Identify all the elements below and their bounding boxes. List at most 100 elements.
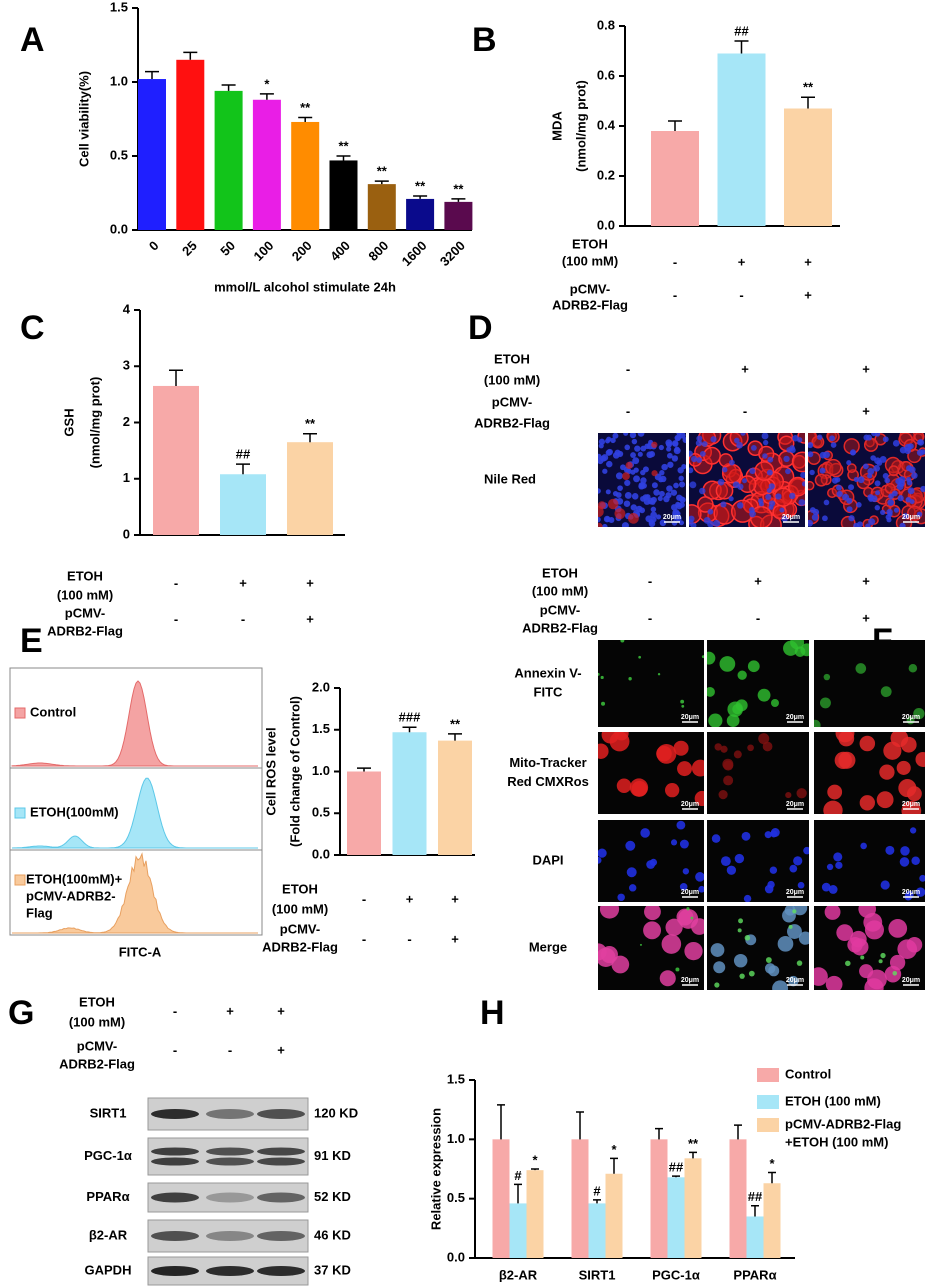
bar [438,740,472,855]
scale-bar-label: 20μm [681,714,699,721]
bar [406,198,435,230]
cell [681,464,686,470]
cell [598,743,609,759]
cell [665,439,673,447]
cell [684,941,703,961]
cell [601,454,609,462]
cell [792,906,808,916]
cell [700,450,706,457]
condition-mark: - [739,287,743,302]
cell [905,496,912,503]
cell [667,452,673,459]
cell [884,477,891,484]
annotation: ** [450,716,461,731]
scale-bar-label: 20μm [902,889,920,896]
cell [734,853,745,864]
cell [823,673,831,681]
condition-label: pCMV- [77,1038,117,1053]
cell [836,490,843,498]
cell [610,437,616,444]
cell [907,487,915,495]
cell [775,493,782,500]
annotation: ** [305,416,316,431]
y-axis-label: Cell viability(%) [76,71,91,167]
condition-mark: + [741,361,749,376]
cell [781,515,788,522]
image-bg [598,640,704,727]
cell [671,520,678,526]
cell [740,433,746,436]
cell [916,449,924,457]
cell [766,488,772,494]
cell [917,439,925,446]
bar [526,1170,544,1258]
cell [880,952,886,959]
cell [679,883,688,891]
cell [622,472,630,481]
blot-band [257,1192,305,1203]
error-bar [593,1199,601,1204]
cell [906,477,912,483]
cell [779,507,785,513]
cell [874,433,881,437]
cell [689,467,694,474]
cell [717,478,725,486]
scale-bar-label: 20μm [786,889,804,896]
condition-label: ETOH [572,236,608,251]
cell [828,885,838,894]
scale-bar-label: 20μm [782,514,800,521]
annotation: ** [415,178,426,193]
band-size: 46 KD [314,1227,351,1242]
y-tick-label: 0.5 [312,805,330,820]
cell [678,908,699,929]
cell [850,930,867,948]
condition-mark: + [862,573,870,588]
y-axis-label: MDA [549,111,564,141]
cell [633,467,639,473]
cell [679,496,686,503]
cell [723,760,734,771]
blot-band [257,1109,305,1119]
cell [874,480,881,487]
cell [617,485,623,492]
cell [892,970,898,976]
cell [659,490,665,497]
cell [701,441,708,447]
error-bar [734,1124,742,1140]
y-tick-label: 0.0 [597,217,615,232]
image-bg [814,640,925,727]
cell [682,437,686,443]
y-tick-label: 0.2 [597,167,615,182]
cell [857,521,863,527]
annotation: ** [803,80,814,95]
cell [606,460,613,468]
cell [882,472,889,479]
cell [762,741,773,752]
bar [329,160,358,230]
condition-mark: - [756,610,760,625]
cell [630,504,637,511]
cell [880,686,892,698]
condition-mark: - [362,931,366,946]
legend-label: pCMV-ADRB2- [26,888,116,903]
x-tick-label: β2-AR [499,1267,538,1282]
blot-band [257,1147,305,1156]
cell [650,511,658,519]
x-tick-label: 200 [289,238,315,264]
bar [650,1139,668,1258]
cell [825,458,842,476]
cell [874,504,881,511]
cell [737,670,747,680]
cell [625,461,633,469]
panel-letter: H [480,994,505,1032]
error-bar [751,1205,759,1217]
cell [826,863,834,871]
error-bar [672,1175,680,1178]
cell [675,510,681,517]
condition-mark: - [174,611,178,626]
cell [691,455,698,463]
cell [748,970,755,977]
cell [707,508,714,515]
cell [901,800,922,814]
bar [492,1139,510,1258]
